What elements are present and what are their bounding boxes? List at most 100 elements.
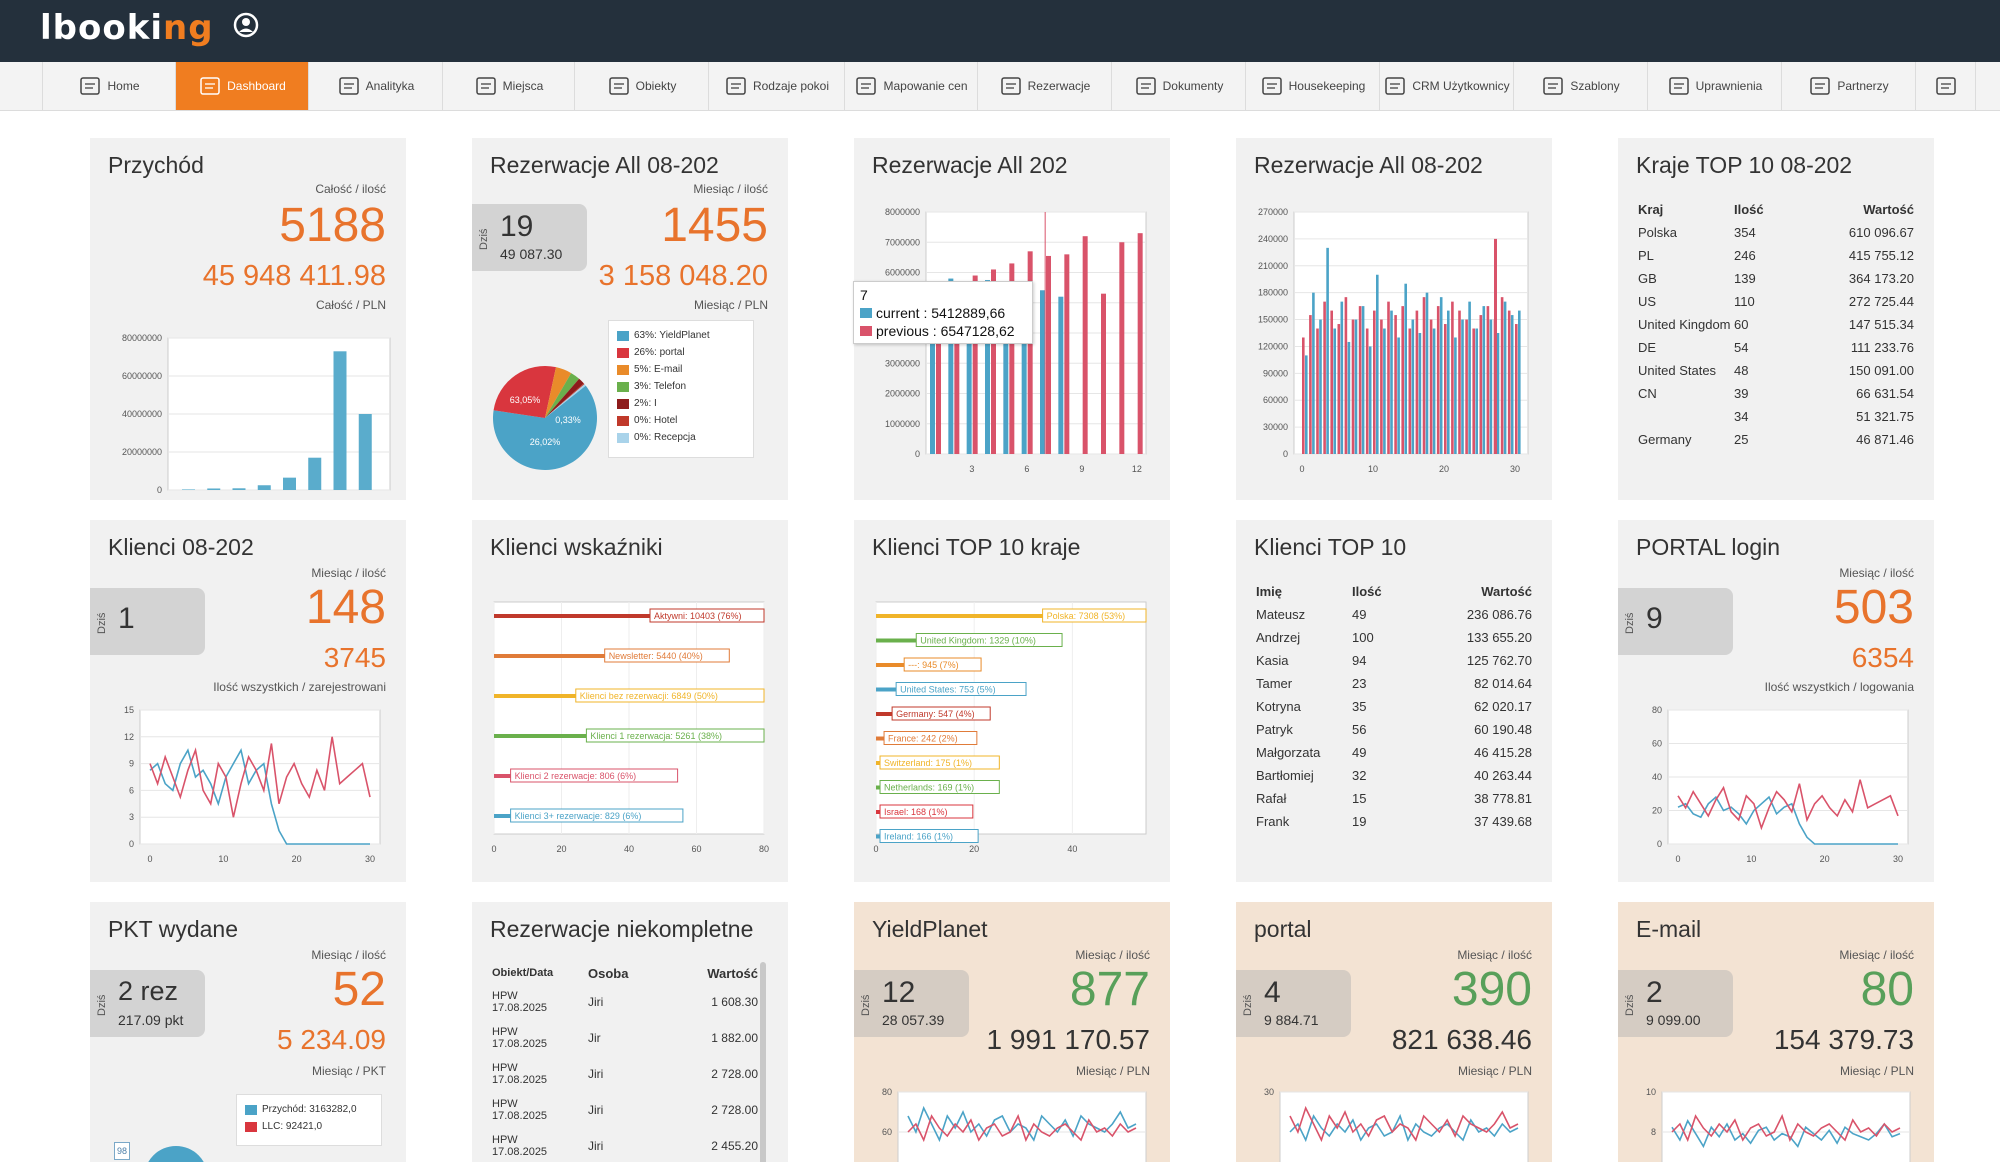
current-bar [1365,328,1369,454]
clients-top-card: Klienci TOP 10 Imię Ilość Wartość Mateusz 49… [1236,520,1552,882]
portal-caption: Miesiąc / ilość [1457,948,1532,962]
user-account-icon[interactable] [232,11,260,39]
table-row[interactable]: HPW 17.08.2025 Jir 1 882.00 [492,1020,758,1056]
table-row[interactable]: Polska 354 610 096.67 [1638,221,1914,244]
pie-slice [493,366,557,418]
table-row[interactable]: Andrzej 100 133 655.20 [1256,626,1532,649]
previous-bar [1482,306,1486,454]
nav-item-crm-użytkownicy[interactable]: CRM Użytkownicy [1380,62,1514,110]
table-cell: 125 762.70 [1466,653,1532,668]
table-row[interactable]: 34 51 321.75 [1638,405,1914,428]
previous-bar [1101,293,1106,454]
bar-label-box [649,608,765,623]
bar-label-box [879,804,974,819]
today-value: 19 [500,210,534,243]
nav-item-dashboard[interactable]: Dashboard [176,62,309,110]
points-card: PKT wydane Miesiąc / ilość Dziś 2 rez 21… [90,902,406,1162]
pie-label: 0,33% [555,415,581,425]
revenue-bar [358,414,372,490]
nav-item-label: CRM Użytkownicy [1412,79,1510,93]
object-date-cell: HPW 17.08.2025 [492,989,548,1014]
today-label: Dziś [96,994,108,1016]
envelope-icon [1543,77,1564,95]
table-row[interactable]: HPW 17.08.2025 Jiri 2 455.20 [492,1128,758,1162]
current-bar [1351,319,1355,454]
nav-item-analityka[interactable]: Analityka [309,62,443,110]
table-row[interactable]: Kasia 94 125 762.70 [1256,649,1532,672]
table-row[interactable]: HPW 17.08.2025 Jiri 2 728.00 [492,1056,758,1092]
table-cell: 34 [1734,409,1749,424]
table-row[interactable]: DE 54 111 233.76 [1638,336,1914,359]
nav-item-miejsca[interactable]: Miejsca [443,62,575,110]
legend-item: 63%: YieldPlanet [609,327,753,344]
nav-item-szablony[interactable]: Szablony [1514,62,1648,110]
clients-card: Klienci 08-202 Miesiąc / ilość Dziś 1 14… [90,520,406,882]
nav-item-rodzaje-pokoi[interactable]: Rodzaje pokoi [709,62,845,110]
portal-amount: 821 638.46 [1391,1024,1532,1055]
nav-item-label: Housekeeping [1288,79,1366,93]
nav-item-partnerzy[interactable]: Partnerzy [1782,62,1916,110]
table-row[interactable]: GB 139 364 173.20 [1638,267,1914,290]
table-row[interactable]: HPW 17.08.2025 Jiri 2 728.00 [492,1092,758,1128]
table-cell: 82 014.64 [1474,676,1532,691]
previous-bar [1326,247,1329,454]
table-row[interactable]: Rafał 15 38 778.81 [1256,787,1532,810]
table-row[interactable]: Tamer 23 82 014.64 [1256,672,1532,695]
table-row[interactable]: Małgorzata 49 46 415.28 [1256,741,1532,764]
table-cell: 133 655.20 [1466,630,1532,645]
table-row[interactable]: Mateusz 49 236 086.76 [1256,603,1532,626]
previous-bar [936,287,941,454]
nav-item-home[interactable]: Home [42,62,176,110]
nav-item-rezerwacje[interactable]: Rezerwacje [978,62,1112,110]
table-row[interactable]: Germany 25 46 871.46 [1638,428,1914,451]
table-row[interactable]: Kotryna 35 62 020.17 [1256,695,1532,718]
table-row[interactable]: United States 48 150 091.00 [1638,359,1914,382]
card-title: Klienci TOP 10 [1254,534,1407,560]
current-bar [1380,319,1383,454]
table-row[interactable]: HPW 17.08.2025 Jiri 1 608.30 [492,984,758,1020]
nav-item-label: Mapowanie cen [883,79,968,93]
table-cell: Kasia [1256,653,1289,668]
email-count: 80 [1860,963,1914,1016]
legend-item: 3%: Telefon [609,378,753,395]
table-cell: 46 415.28 [1474,745,1532,760]
points-total: 5 234.09 [277,1024,386,1055]
table-row[interactable]: US 110 272 725.44 [1638,290,1914,313]
nav-item-obiekty[interactable]: Obiekty [575,62,709,110]
clients-countries-card: Klienci TOP 10 kraje 0 20 40 Polska: 7308 (… [854,520,1170,882]
y-tick-label: 80 [1652,705,1662,715]
pie-slice [493,385,597,470]
portal-count: 390 [1451,963,1532,1016]
legend-item: Przychód: 3163282,0 [237,1101,381,1118]
nav-item-dokumenty[interactable]: Dokumenty [1112,62,1246,110]
current-bar [1373,310,1376,454]
value-cell: 2 728.00 [711,1103,758,1117]
table-row[interactable]: Frank 19 37 439.68 [1256,810,1532,833]
app-logo[interactable]: lbooking [40,8,214,48]
today-label: Dziś [1242,994,1254,1016]
previous-bar [1447,310,1450,454]
table-row[interactable]: CN 39 66 631.54 [1638,382,1914,405]
revenue-count: 5188 [279,199,386,252]
table-scrollbar[interactable] [760,962,766,1162]
table-cell: 54 [1734,340,1749,355]
y-tick-label: 7000000 [885,237,920,247]
previous-line [149,736,371,818]
revenue-bar [182,489,195,490]
nav-item-more[interactable] [1916,62,1976,110]
nav-item-uprawnienia[interactable]: Uprawnienia [1648,62,1782,110]
table-row[interactable]: Patryk 56 60 190.48 [1256,718,1532,741]
table-row[interactable]: Bartłomiej 32 40 263.44 [1256,764,1532,787]
table-row[interactable]: United Kingdom 60 147 515.34 [1638,313,1914,336]
clients-total: 3745 [323,642,386,673]
table-cell: Patryk [1256,722,1293,737]
clients-count: 148 [305,581,386,634]
table-row[interactable]: PL 246 415 755.12 [1638,244,1914,267]
table-cell: 354 [1734,225,1756,240]
current-bar [1302,337,1305,454]
y-tick-label: 6 [129,785,134,795]
nav-item-housekeeping[interactable]: Housekeeping [1246,62,1380,110]
nav-item-mapowanie-cen[interactable]: Mapowanie cen [845,62,978,110]
y-tick-label: 60 [1652,739,1662,749]
nav-item-label: Analityka [365,79,415,93]
